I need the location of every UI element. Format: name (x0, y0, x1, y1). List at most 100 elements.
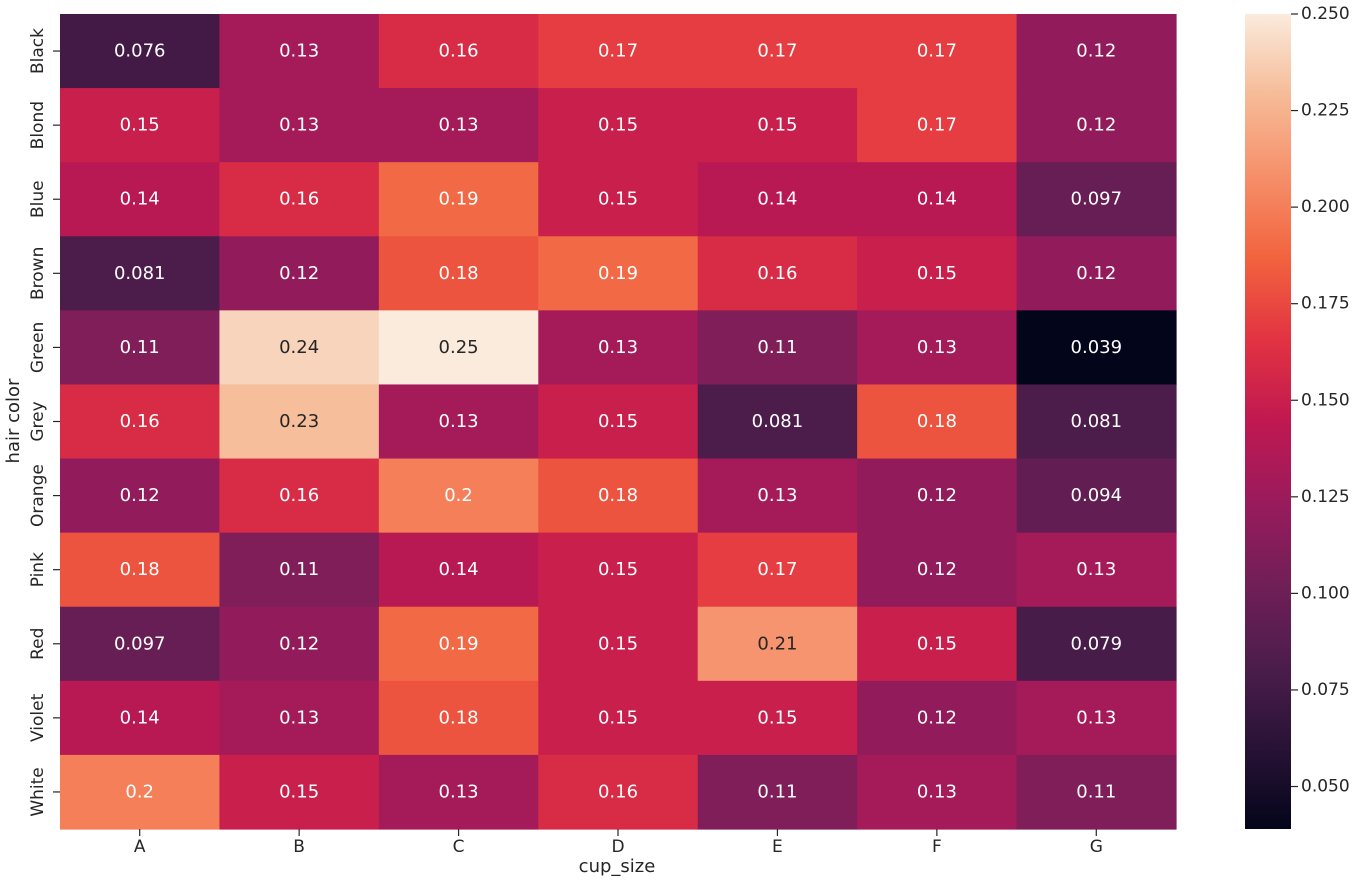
heatmap-cell (378, 162, 539, 237)
cell-value-label: 0.2 (444, 485, 473, 506)
cell-value-label: 0.081 (114, 263, 166, 284)
y-tick-label: Black (28, 28, 48, 74)
heatmap-cell (378, 14, 539, 89)
cell-value-label: 0.15 (598, 707, 638, 728)
heatmap-cell (1016, 162, 1177, 237)
cell-value-label: 0.19 (439, 633, 479, 654)
cell-value-label: 0.19 (439, 189, 479, 210)
heatmap-cell (538, 310, 699, 386)
heatmap-cell (697, 680, 858, 756)
cell-value-label: 0.18 (120, 559, 160, 580)
colorbar-tick-label: 0.200 (1301, 197, 1350, 217)
cell-value-label: 0.17 (757, 559, 797, 580)
heatmap-cell (60, 680, 221, 756)
heatmap-cell (697, 310, 858, 386)
cell-value-label: 0.14 (757, 189, 797, 210)
cell-value-label: 0.15 (598, 189, 638, 210)
heatmap-cell (538, 384, 699, 460)
heatmap-cell (219, 384, 380, 460)
y-tick-label: Orange (28, 464, 48, 527)
heatmap-cell (378, 310, 539, 386)
cell-value-label: 0.12 (279, 263, 319, 284)
cell-value-label: 0.11 (279, 559, 319, 580)
colorbar-tick-label: 0.050 (1301, 777, 1350, 797)
heatmap-cell (1016, 606, 1177, 682)
heatmap-cell (378, 458, 539, 534)
heatmap-cell (60, 606, 221, 682)
cell-value-label: 0.12 (120, 485, 160, 506)
cell-value-label: 0.18 (598, 485, 638, 506)
cell-value-label: 0.13 (917, 781, 957, 802)
heatmap-cell (857, 14, 1018, 89)
cell-value-label: 0.079 (1071, 633, 1123, 654)
heatmap-cell (378, 606, 539, 682)
heatmap-cell (857, 162, 1018, 237)
cell-value-label: 0.16 (120, 411, 160, 432)
cell-value-label: 0.11 (1076, 781, 1116, 802)
cell-value-label: 0.17 (917, 115, 957, 136)
cell-value-label: 0.12 (279, 633, 319, 654)
cell-value-label: 0.13 (1076, 707, 1116, 728)
cell-value-label: 0.16 (598, 781, 638, 802)
heatmap-cell (60, 754, 221, 830)
heatmap-cell (60, 88, 221, 163)
y-tick-label: Pink (28, 552, 48, 587)
cell-value-label: 0.23 (279, 411, 319, 432)
heatmap-cell (219, 236, 380, 311)
cell-value-label: 0.039 (1071, 337, 1123, 358)
cell-value-label: 0.13 (598, 337, 638, 358)
cell-value-label: 0.24 (279, 337, 319, 358)
heatmap-cell (697, 458, 858, 534)
cell-value-label: 0.11 (757, 781, 797, 802)
cell-value-label: 0.18 (439, 707, 479, 728)
x-tick-label: B (293, 837, 305, 857)
cell-value-label: 0.16 (279, 189, 319, 210)
heatmap-cell (60, 310, 221, 386)
cell-value-label: 0.13 (917, 337, 957, 358)
heatmap-cell (538, 458, 699, 534)
heatmap-cell (857, 384, 1018, 460)
cell-value-label: 0.097 (114, 633, 166, 654)
cell-value-label: 0.11 (757, 337, 797, 358)
cell-value-label: 0.13 (279, 707, 319, 728)
cell-value-label: 0.15 (598, 115, 638, 136)
heatmap-cell-labels: 0.076 0.13 0.16 0.17 0.17 0.17 0.12 0.15 0.13 0.1… (114, 41, 1122, 803)
x-tick-label: D (611, 837, 624, 857)
cell-value-label: 0.15 (757, 115, 797, 136)
heatmap-cell (857, 754, 1018, 830)
colorbar: 0.050 0.075 0.100 0.125 0.150 0.175 0.200 0.225… (1245, 4, 1350, 829)
heatmap-cell (378, 754, 539, 830)
heatmap-cell (538, 88, 699, 163)
cell-value-label: 0.12 (917, 485, 957, 506)
x-tick-label: C (453, 837, 465, 857)
cell-value-label: 0.15 (757, 707, 797, 728)
heatmap-cell (219, 532, 380, 608)
cell-value-label: 0.15 (917, 633, 957, 654)
cell-value-label: 0.15 (598, 559, 638, 580)
y-tick-label: Grey (28, 401, 48, 441)
cell-value-label: 0.14 (120, 189, 160, 210)
y-tick-label: Brown (28, 247, 48, 300)
y-tick-label: Violet (28, 693, 48, 742)
cell-value-label: 0.17 (598, 41, 638, 62)
heatmap-cell (60, 384, 221, 460)
heatmap-cell (60, 458, 221, 534)
heatmap-cells (60, 14, 1177, 830)
heatmap-cell (219, 606, 380, 682)
heatmap-cell (1016, 14, 1177, 89)
heatmap-cell (538, 14, 699, 89)
heatmap-cell (60, 236, 221, 311)
heatmap-cell (697, 14, 858, 89)
heatmap-cell (1016, 754, 1177, 830)
colorbar-tick-label: 0.100 (1301, 583, 1350, 603)
heatmap-cell (538, 754, 699, 830)
cell-value-label: 0.14 (917, 189, 957, 210)
colorbar-tick-label: 0.075 (1301, 680, 1350, 700)
cell-value-label: 0.16 (439, 41, 479, 62)
heatmap-cell (60, 532, 221, 608)
cell-value-label: 0.17 (917, 41, 957, 62)
cell-value-label: 0.15 (279, 781, 319, 802)
x-axis-title: cup_size (579, 856, 656, 877)
heatmap-cell (1016, 88, 1177, 163)
